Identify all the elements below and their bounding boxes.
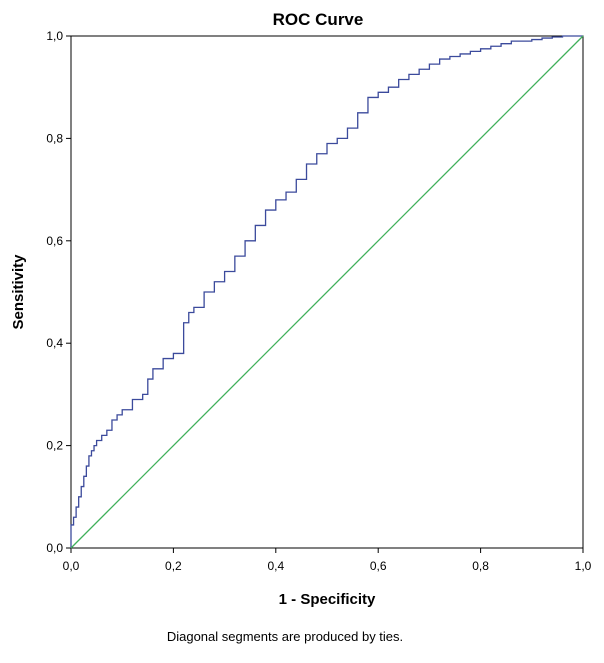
y-axis-title: Sensitivity: [10, 254, 27, 330]
chart-title: ROC Curve: [273, 10, 364, 29]
y-tick-label: 1,0: [46, 29, 63, 43]
y-tick-label: 0,0: [46, 541, 63, 555]
series-layer: [70, 35, 584, 549]
y-tick-label: 0,8: [46, 131, 63, 145]
x-tick-label: 0,6: [370, 559, 387, 573]
x-tick-label: 1,0: [575, 559, 592, 573]
y-tick-label: 0,2: [46, 439, 63, 453]
x-tick-label: 0,8: [472, 559, 489, 573]
x-tick-label: 0,2: [165, 559, 182, 573]
x-tick-label: 0,4: [267, 559, 284, 573]
reference-diagonal-line: [70, 35, 584, 549]
x-axis-title: 1 - Specificity: [279, 591, 376, 608]
y-tick-label: 0,6: [46, 234, 63, 248]
roc-curve-line: [70, 35, 583, 548]
footnote: Diagonal segments are produced by ties.: [167, 629, 403, 644]
y-tick-label: 0,4: [46, 336, 63, 350]
y-axis-ticks: 0,0 0,2 0,4 0,6 0,8 1,0: [46, 29, 71, 555]
x-tick-label: 0,0: [63, 559, 80, 573]
x-axis-ticks: 0,0 0,2 0,4 0,6 0,8 1,0: [63, 548, 592, 573]
